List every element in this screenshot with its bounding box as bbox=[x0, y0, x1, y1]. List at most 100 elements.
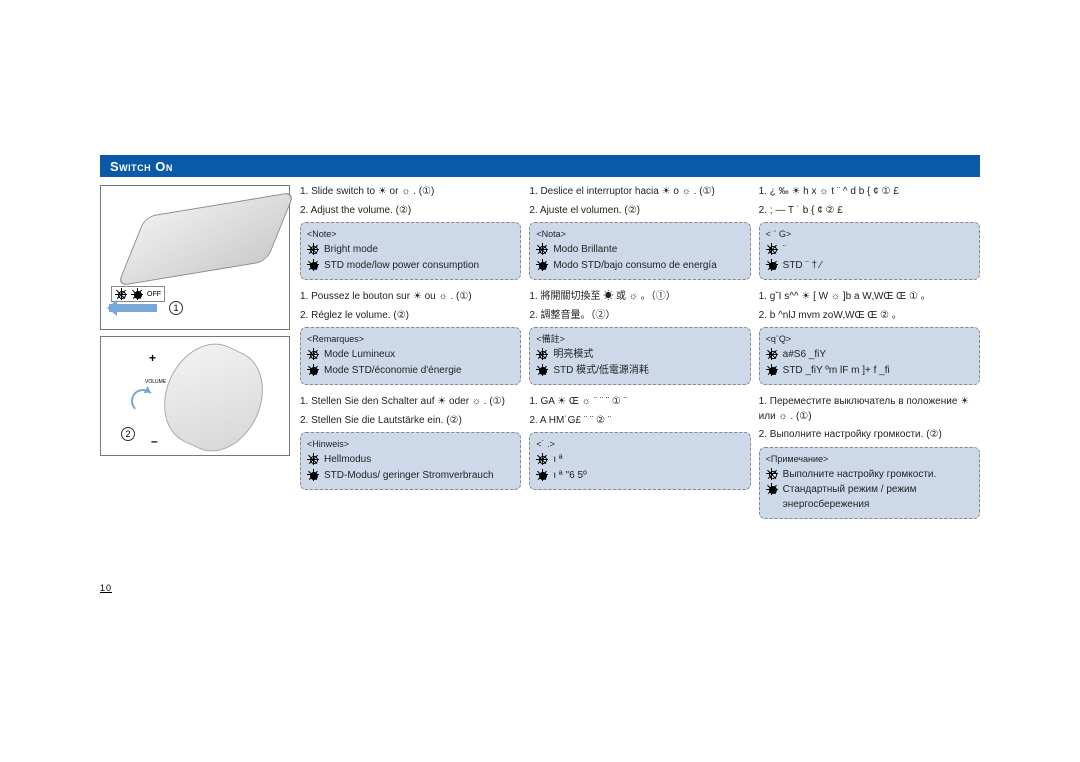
note-box: <Remarques> Mode Lumineux Mode STD/écono… bbox=[300, 327, 521, 385]
note-bright: ¨ bbox=[783, 243, 973, 258]
lang-block-8: 1. GA ☀ Œ ☼ ¨ ¨ ¨ ① ¨ 2. A HM˙G£ ¨ ¨ ② ¨… bbox=[529, 395, 750, 529]
lang-block-ru: 1. Переместите выключатель в положение ☀… bbox=[759, 395, 980, 529]
note-box: <Примечание> Выполните настройку громкос… bbox=[759, 447, 980, 520]
sun-dim-icon bbox=[307, 364, 319, 376]
projector-illustration bbox=[117, 192, 295, 287]
instruction: 1. Stellen Sie den Schalter auf ☀ oder ☼… bbox=[300, 395, 521, 410]
instruction: 1. GA ☀ Œ ☼ ¨ ¨ ¨ ① ¨ bbox=[529, 395, 750, 410]
manual-page: Switch On OFF 1 + VOLUME – 2 bbox=[100, 155, 980, 529]
note-box: <˙ .> ı ª ı ª ''6 5º bbox=[529, 432, 750, 490]
sun-bright-icon bbox=[307, 243, 319, 255]
rotate-arrow-icon bbox=[131, 389, 155, 413]
instruction: 2. b ^nlJ mvm zoW‚WŒ Œ ② 。 bbox=[759, 309, 980, 324]
sun-dim-icon bbox=[536, 259, 548, 271]
sun-bright-icon bbox=[536, 453, 548, 465]
instruction: 2. Выполните настройку громкости. (②) bbox=[759, 428, 980, 443]
note-std: ı ª ''6 5º bbox=[553, 469, 743, 484]
instruction: 1. ¿ ‰ ☀ h x ☼ t ¨ ^ d b { ¢ ① £ bbox=[759, 185, 980, 200]
note-title: <Примечание> bbox=[766, 453, 973, 466]
instruction: 2. Réglez le volume. (②) bbox=[300, 309, 521, 324]
sun-bright-icon bbox=[536, 243, 548, 255]
note-title: <Hinweis> bbox=[307, 438, 514, 451]
lang-block-6: 1. gˇI s^^ ☀ [ W ☼ ]b a W‚WŒ Œ ① 。 2. b … bbox=[759, 290, 980, 395]
sun-dim-icon bbox=[766, 364, 778, 376]
text-grid: 1. Slide switch to ☀ or ☼ . (①) 2. Adjus… bbox=[300, 185, 980, 529]
note-title: <Note> bbox=[307, 228, 514, 241]
note-title: <˙ .> bbox=[536, 438, 743, 451]
instruction: 2. 調整音量。（②） bbox=[529, 309, 750, 324]
switch-legend: OFF bbox=[111, 286, 165, 302]
note-bright: Mode Lumineux bbox=[324, 348, 514, 363]
content-area: OFF 1 + VOLUME – 2 1. Slide switch to ☀ … bbox=[100, 185, 980, 529]
note-std: Стандартный режим / режим энергосбережен… bbox=[783, 483, 973, 512]
note-box: <備註> 明亮模式 STD 模式/低電源消耗 bbox=[529, 327, 750, 385]
diagram-column: OFF 1 + VOLUME – 2 bbox=[100, 185, 290, 529]
sun-dim-icon bbox=[766, 483, 778, 495]
note-bright: a#S6 _fiY bbox=[783, 348, 973, 363]
sun-bright-icon bbox=[307, 453, 319, 465]
step-1-marker: 1 bbox=[169, 301, 183, 315]
lang-block-zh: 1. 將開關切換至 ☀ 或 ☼ 。（①） 2. 調整音量。（②） <備註> 明亮… bbox=[529, 290, 750, 395]
instruction: 2. A HM˙G£ ¨ ¨ ② ¨ bbox=[529, 414, 750, 429]
instruction: 1. Deslice el interruptor hacia ☀ o ☼ . … bbox=[529, 185, 750, 200]
note-title: <備註> bbox=[536, 333, 743, 346]
instruction: 1. gˇI s^^ ☀ [ W ☼ ]b a W‚WŒ Œ ① 。 bbox=[759, 290, 980, 305]
note-box: <q¨Q> a#S6 _fiY STD _fiY ºm lF m ]+ f _f… bbox=[759, 327, 980, 385]
note-bright: ı ª bbox=[553, 453, 743, 468]
note-box: <Note> Bright mode STD mode/low power co… bbox=[300, 222, 521, 280]
sun-dim-icon bbox=[536, 364, 548, 376]
note-box: <Nota> Modo Brillante Modo STD/bajo cons… bbox=[529, 222, 750, 280]
minus-icon: – bbox=[151, 434, 158, 448]
sun-dim-icon bbox=[766, 259, 778, 271]
sun-bright-icon bbox=[766, 348, 778, 360]
note-bright: Hellmodus bbox=[324, 453, 514, 468]
sun-bright-icon bbox=[536, 348, 548, 360]
lang-block-3: 1. ¿ ‰ ☀ h x ☼ t ¨ ^ d b { ¢ ① £ 2. ; — … bbox=[759, 185, 980, 290]
note-title: < ¨ G> bbox=[766, 228, 973, 241]
instruction: 1. Переместите выключатель в положение ☀… bbox=[759, 395, 980, 424]
note-std: Mode STD/économie d'énergie bbox=[324, 364, 514, 379]
instruction: 1. 將開關切換至 ☀ 或 ☼ 。（①） bbox=[529, 290, 750, 305]
sun-dim-icon bbox=[536, 469, 548, 481]
note-title: <Nota> bbox=[536, 228, 743, 241]
sun-dim-icon bbox=[131, 288, 143, 300]
instruction: 1. Slide switch to ☀ or ☼ . (①) bbox=[300, 185, 521, 200]
plus-icon: + bbox=[149, 351, 156, 365]
note-std: STD 模式/低電源消耗 bbox=[553, 364, 743, 379]
instruction: 1. Poussez le bouton sur ☀ ou ☼ . (①) bbox=[300, 290, 521, 305]
remote-illustration bbox=[148, 330, 278, 465]
lang-block-en: 1. Slide switch to ☀ or ☼ . (①) 2. Adjus… bbox=[300, 185, 521, 290]
volume-label: VOLUME bbox=[145, 379, 166, 385]
note-std: STD _fiY ºm lF m ]+ f _fi bbox=[783, 364, 973, 379]
sun-dim-icon bbox=[307, 259, 319, 271]
sun-bright-icon bbox=[766, 468, 778, 480]
note-title: <q¨Q> bbox=[766, 333, 973, 346]
note-box: < ¨ G> ¨ STD ¨ † ⁄ bbox=[759, 222, 980, 280]
sun-bright-icon bbox=[307, 348, 319, 360]
instruction: 2. Ajuste el volumen. (②) bbox=[529, 204, 750, 219]
sun-bright-icon bbox=[766, 243, 778, 255]
diagram-device: OFF 1 bbox=[100, 185, 290, 330]
note-std: STD-Modus/ geringer Stromverbrauch bbox=[324, 469, 514, 484]
note-std: STD ¨ † ⁄ bbox=[783, 259, 973, 274]
sun-bright-icon bbox=[115, 288, 127, 300]
lang-block-es: 1. Deslice el interruptor hacia ☀ o ☼ . … bbox=[529, 185, 750, 290]
note-box: <Hinweis> Hellmodus STD-Modus/ geringer … bbox=[300, 432, 521, 490]
lang-block-de: 1. Stellen Sie den Schalter auf ☀ oder ☼… bbox=[300, 395, 521, 529]
diagram-remote: + VOLUME – 2 bbox=[100, 336, 290, 456]
note-std: Modo STD/bajo consumo de energía bbox=[553, 259, 743, 274]
section-header: Switch On bbox=[100, 155, 980, 177]
slide-arrow-icon bbox=[109, 304, 157, 312]
note-bright: 明亮模式 bbox=[553, 348, 743, 363]
step-2-marker: 2 bbox=[121, 427, 135, 441]
page-number: 10 bbox=[100, 583, 112, 593]
note-std: STD mode/low power consumption bbox=[324, 259, 514, 274]
instruction: 2. Adjust the volume. (②) bbox=[300, 204, 521, 219]
note-title: <Remarques> bbox=[307, 333, 514, 346]
note-bright: Modo Brillante bbox=[553, 243, 743, 258]
note-bright: Bright mode bbox=[324, 243, 514, 258]
lang-block-fr: 1. Poussez le bouton sur ☀ ou ☼ . (①) 2.… bbox=[300, 290, 521, 395]
note-bright: Выполните настройку громкости. bbox=[783, 468, 973, 483]
section-title: Switch On bbox=[110, 159, 173, 174]
sun-dim-icon bbox=[307, 469, 319, 481]
